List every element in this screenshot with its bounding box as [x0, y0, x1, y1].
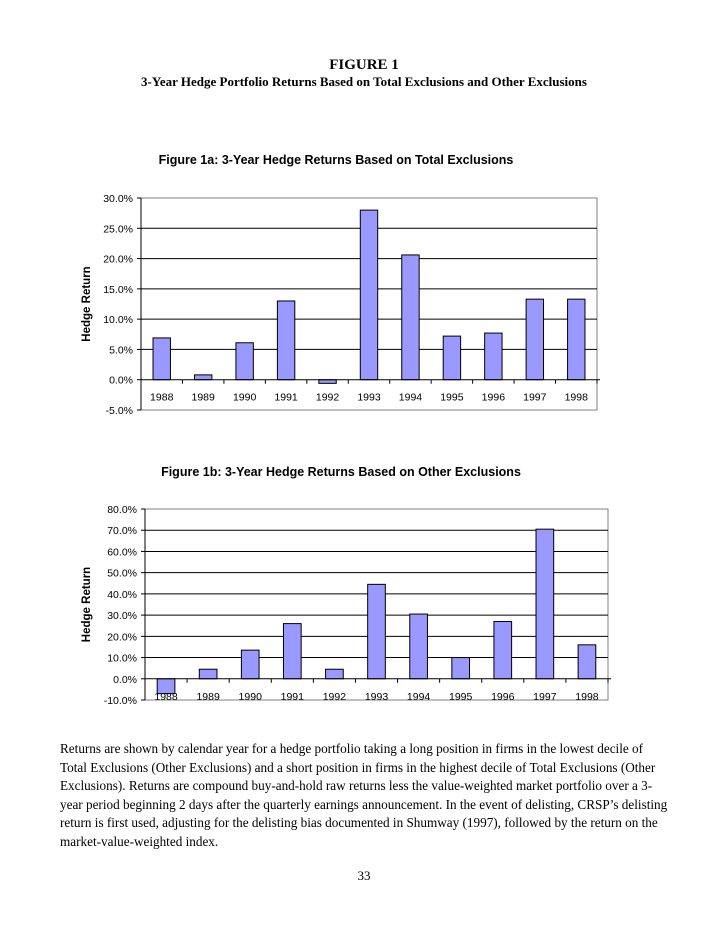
x-tick-label: 1993	[365, 691, 389, 703]
x-tick-label: 1989	[192, 392, 216, 404]
x-tick-label: 1996	[491, 691, 515, 703]
bar-1995	[451, 657, 471, 680]
y-tick-label: 15.0%	[103, 284, 133, 296]
bar-1996	[493, 620, 513, 680]
y-tick-label: 20.0%	[107, 631, 137, 643]
x-tick-label: 1997	[523, 392, 547, 404]
x-tick-label: 1991	[281, 691, 305, 703]
bar-1995	[442, 335, 462, 381]
x-tick-label: 1991	[274, 392, 298, 404]
chart-1b-svg: Figure 1b: 3-Year Hedge Returns Based on…	[81, 465, 611, 707]
y-tick-label: 25.0%	[103, 223, 133, 235]
x-tick-label: 1988	[150, 392, 174, 404]
bar-1998	[577, 644, 597, 680]
page-number: 33	[357, 868, 371, 883]
y-tick-label: 50.0%	[107, 568, 137, 580]
chart-1a-svg: Figure 1a: 3-Year Hedge Returns Based on…	[81, 153, 600, 417]
y-tick-label: 0.0%	[113, 674, 137, 686]
x-tick-label: 1995	[449, 691, 473, 703]
y-tick-label: 30.0%	[103, 193, 133, 205]
y-tick-label: 40.0%	[107, 589, 137, 601]
bar-1993	[359, 209, 379, 381]
x-tick-label: 1993	[357, 392, 381, 404]
y-tick-label: 5.0%	[109, 344, 133, 356]
x-tick-label: 1990	[233, 392, 257, 404]
y-axis-label: Hedge Return	[81, 266, 93, 341]
figure-title: FIGURE 1	[329, 57, 399, 73]
y-tick-label: 80.0%	[107, 504, 137, 516]
x-tick-label: 1997	[533, 691, 557, 703]
x-tick-label: 1992	[323, 691, 347, 703]
x-tick-label: 1992	[316, 392, 340, 404]
bar-1989	[198, 668, 218, 680]
x-tick-label: 1996	[482, 392, 506, 404]
bar-1994	[409, 613, 428, 680]
x-tick-label: 1994	[399, 392, 423, 404]
chart-title: Figure 1a: 3-Year Hedge Returns Based on…	[159, 153, 514, 167]
x-tick-label: 1998	[575, 691, 599, 703]
y-tick-label: 70.0%	[107, 525, 137, 537]
bar-1988	[152, 337, 171, 381]
y-tick-label: 60.0%	[107, 546, 137, 558]
bar-1992	[325, 668, 344, 680]
bar-1993	[367, 583, 386, 680]
bar-1996	[484, 332, 503, 381]
chart-1b: Figure 1b: 3-Year Hedge Returns Based on…	[0, 460, 728, 720]
chart-title: Figure 1b: 3-Year Hedge Returns Based on…	[161, 465, 521, 479]
figure-subtitle: 3-Year Hedge Portfolio Returns Based on …	[141, 74, 587, 89]
chart-1a: Figure 1a: 3-Year Hedge Returns Based on…	[0, 150, 728, 420]
x-tick-label: 1995	[440, 392, 464, 404]
bar-1989	[193, 374, 213, 381]
x-tick-label: 1994	[407, 691, 431, 703]
y-tick-label: 10.0%	[103, 314, 133, 326]
x-tick-label: 1989	[196, 691, 220, 703]
bar-1991	[282, 623, 302, 680]
y-tick-label: -10.0%	[104, 695, 137, 707]
y-tick-label: -5.0%	[106, 405, 133, 417]
bar-1997	[535, 528, 555, 680]
bar-1990	[240, 649, 260, 680]
y-tick-label: 10.0%	[107, 653, 137, 665]
y-tick-label: 0.0%	[109, 375, 133, 387]
y-tick-label: 30.0%	[107, 610, 137, 622]
figure-caption: Returns are shown by calendar year for a…	[60, 741, 668, 849]
x-tick-label: 1990	[239, 691, 263, 703]
bar-1990	[235, 342, 254, 381]
x-tick-label: 1988	[154, 691, 178, 703]
bar-1992	[318, 379, 337, 384]
bar-1997	[525, 298, 545, 381]
y-axis-label: Hedge Return	[81, 567, 93, 642]
x-tick-label: 1998	[565, 392, 589, 404]
bar-1991	[276, 300, 296, 381]
bar-1994	[401, 254, 420, 381]
y-tick-label: 20.0%	[103, 254, 133, 266]
bar-1998	[567, 298, 586, 381]
